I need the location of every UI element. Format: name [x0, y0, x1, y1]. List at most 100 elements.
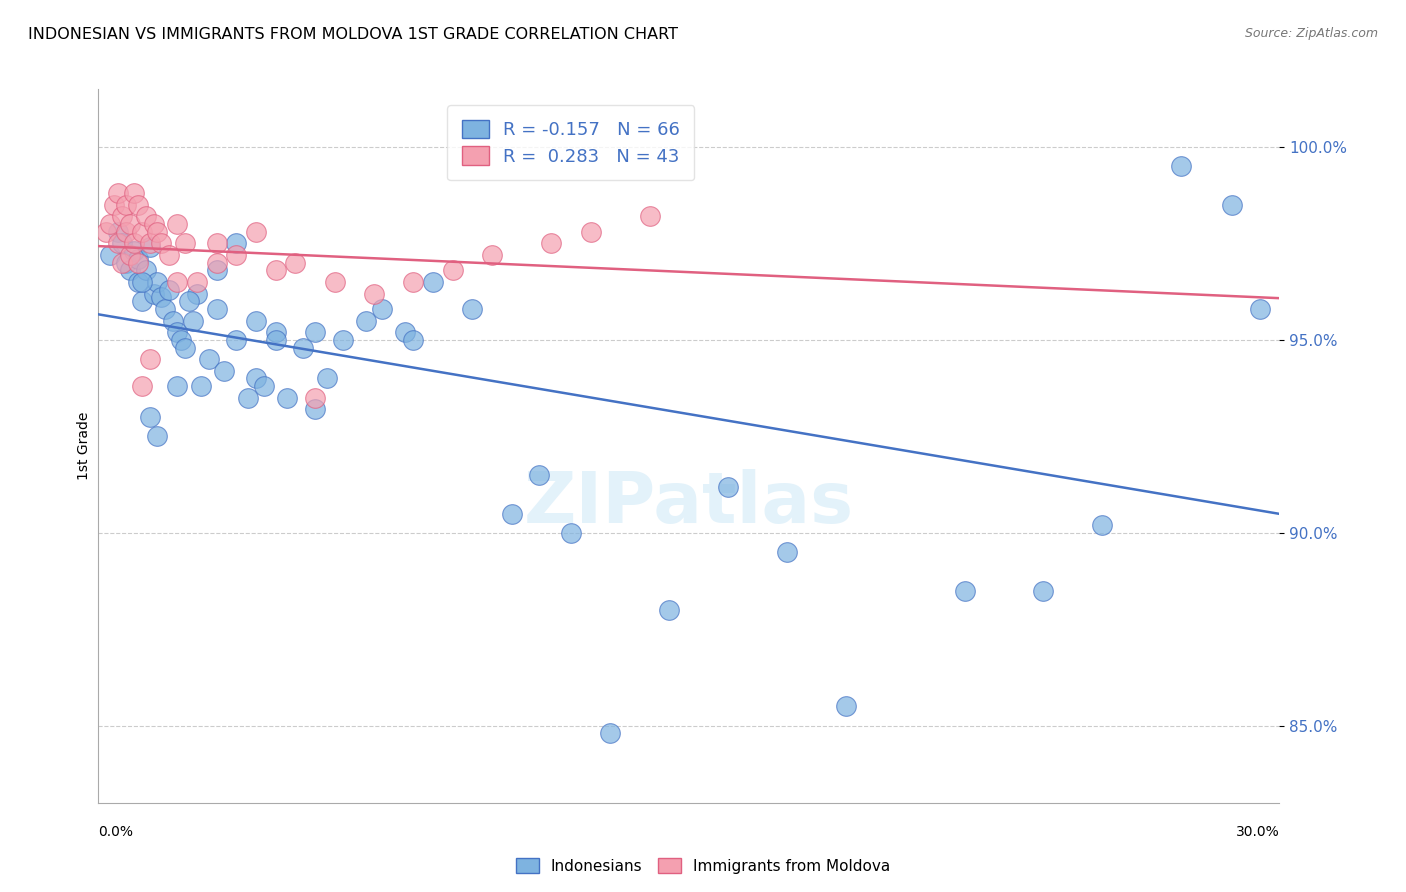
- Point: [142, 217, 165, 231]
- Point: [150, 291, 173, 305]
- Point: [461, 301, 484, 316]
- Point: [115, 225, 138, 239]
- Point: [835, 699, 858, 714]
- Point: [122, 236, 145, 251]
- Point: [107, 236, 129, 251]
- Point: [225, 333, 247, 347]
- Point: [953, 583, 976, 598]
- Point: [276, 391, 298, 405]
- Point: [1032, 583, 1054, 598]
- Point: [131, 275, 153, 289]
- Point: [214, 364, 236, 378]
- Point: [292, 341, 315, 355]
- Point: [658, 603, 681, 617]
- Point: [127, 256, 149, 270]
- Point: [304, 325, 326, 339]
- Point: [96, 225, 118, 239]
- Point: [304, 402, 326, 417]
- Point: [138, 352, 160, 367]
- Point: [264, 325, 287, 339]
- Point: [177, 294, 200, 309]
- Text: 30.0%: 30.0%: [1236, 825, 1279, 839]
- Point: [441, 263, 464, 277]
- Point: [560, 525, 582, 540]
- Point: [138, 240, 160, 254]
- Y-axis label: 1st Grade: 1st Grade: [77, 412, 91, 480]
- Point: [304, 391, 326, 405]
- Point: [122, 244, 145, 259]
- Point: [115, 256, 138, 270]
- Point: [107, 186, 129, 201]
- Point: [422, 275, 444, 289]
- Point: [354, 313, 377, 327]
- Text: 0.0%: 0.0%: [98, 825, 134, 839]
- Point: [142, 286, 165, 301]
- Point: [146, 225, 169, 239]
- Point: [332, 333, 354, 347]
- Point: [264, 333, 287, 347]
- Text: Source: ZipAtlas.com: Source: ZipAtlas.com: [1244, 27, 1378, 40]
- Point: [118, 217, 141, 231]
- Point: [103, 198, 125, 212]
- Point: [501, 507, 523, 521]
- Point: [717, 479, 740, 493]
- Point: [236, 391, 259, 405]
- Point: [118, 263, 141, 277]
- Point: [284, 256, 307, 270]
- Point: [579, 225, 602, 239]
- Point: [394, 325, 416, 339]
- Point: [529, 467, 551, 482]
- Point: [150, 236, 173, 251]
- Point: [205, 301, 228, 316]
- Point: [1220, 198, 1243, 212]
- Point: [111, 256, 134, 270]
- Point: [157, 283, 180, 297]
- Point: [131, 379, 153, 393]
- Point: [225, 236, 247, 251]
- Point: [186, 286, 208, 301]
- Point: [166, 217, 188, 231]
- Point: [155, 301, 177, 316]
- Point: [402, 333, 425, 347]
- Point: [122, 186, 145, 201]
- Point: [146, 275, 169, 289]
- Point: [98, 248, 121, 262]
- Point: [138, 236, 160, 251]
- Text: INDONESIAN VS IMMIGRANTS FROM MOLDOVA 1ST GRADE CORRELATION CHART: INDONESIAN VS IMMIGRANTS FROM MOLDOVA 1S…: [28, 27, 678, 42]
- Point: [323, 275, 346, 289]
- Point: [131, 294, 153, 309]
- Legend: R = -0.157   N = 66, R =  0.283   N = 43: R = -0.157 N = 66, R = 0.283 N = 43: [447, 105, 695, 180]
- Point: [540, 236, 562, 251]
- Point: [1249, 301, 1271, 316]
- Point: [174, 236, 197, 251]
- Point: [190, 379, 212, 393]
- Point: [166, 325, 188, 339]
- Point: [225, 248, 247, 262]
- Point: [170, 333, 193, 347]
- Point: [157, 248, 180, 262]
- Point: [135, 263, 157, 277]
- Point: [135, 210, 157, 224]
- Point: [315, 371, 337, 385]
- Point: [107, 225, 129, 239]
- Point: [166, 275, 188, 289]
- Point: [371, 301, 394, 316]
- Point: [363, 286, 385, 301]
- Point: [245, 371, 267, 385]
- Text: ZIPatlas: ZIPatlas: [524, 468, 853, 538]
- Point: [245, 225, 267, 239]
- Point: [181, 313, 204, 327]
- Point: [205, 263, 228, 277]
- Point: [1091, 518, 1114, 533]
- Point: [186, 275, 208, 289]
- Point: [146, 429, 169, 443]
- Point: [599, 726, 621, 740]
- Point: [98, 217, 121, 231]
- Point: [638, 210, 661, 224]
- Point: [402, 275, 425, 289]
- Point: [1170, 159, 1192, 173]
- Point: [127, 198, 149, 212]
- Point: [138, 410, 160, 425]
- Point: [127, 275, 149, 289]
- Point: [118, 248, 141, 262]
